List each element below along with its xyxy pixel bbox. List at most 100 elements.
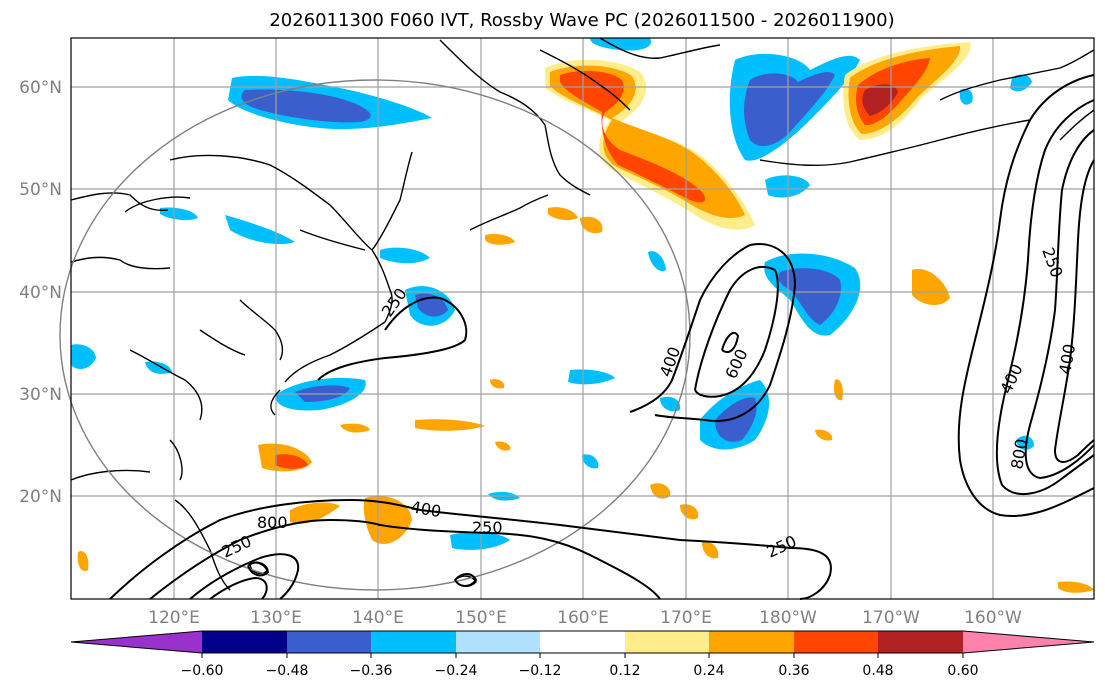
colorbar-label: 0.12 bbox=[609, 663, 640, 679]
contour-label: 250 bbox=[472, 518, 503, 537]
lat-label: 50°N bbox=[19, 180, 62, 200]
pos-blob-small-3 bbox=[485, 233, 515, 245]
contour-600-east bbox=[1024, 129, 1095, 480]
pos-blob-small-2 bbox=[580, 216, 603, 234]
coastline-kurils bbox=[469, 194, 549, 231]
pos-blob-small-5 bbox=[680, 504, 699, 520]
neg-blob-west-edge bbox=[71, 344, 96, 370]
contour-800-south bbox=[209, 576, 268, 600]
contour-250-hokkaido bbox=[317, 296, 468, 381]
neg-blob-east bbox=[1016, 435, 1034, 450]
lon-label: 130°E bbox=[250, 608, 302, 628]
pos-blob-small-10 bbox=[815, 429, 833, 441]
pos-blob-small-4 bbox=[650, 483, 671, 499]
pos-blob-small-9 bbox=[77, 550, 89, 572]
colorbar-segment bbox=[878, 631, 963, 653]
lon-label: 120°E bbox=[148, 608, 200, 628]
pos-blob-small-6 bbox=[702, 541, 719, 559]
contour-small-2 bbox=[247, 561, 270, 577]
contour-250-south bbox=[109, 498, 832, 600]
colorbar-segment bbox=[794, 631, 878, 653]
colorbar-segment bbox=[456, 631, 540, 653]
contour-label: 800 bbox=[257, 513, 288, 532]
colorbar-segment bbox=[287, 631, 371, 653]
pos-blob-taiwan-core bbox=[275, 454, 308, 469]
colorbar-label: 0.48 bbox=[862, 663, 893, 679]
colorbar-label: 0.60 bbox=[947, 663, 978, 679]
contour-600-south bbox=[189, 553, 300, 600]
pos-blob-small-12 bbox=[490, 379, 505, 389]
pos-blob-line bbox=[415, 419, 485, 431]
contour-400-east bbox=[995, 99, 1095, 496]
contour-400-south bbox=[149, 518, 661, 600]
pos-blob-small-11 bbox=[833, 379, 843, 401]
pos-blob-okhotsk-core bbox=[560, 70, 706, 203]
colorbar-ticks bbox=[201, 653, 964, 658]
contour-250-east bbox=[957, 74, 1095, 517]
reference-circle bbox=[59, 79, 691, 591]
colorbar-segment bbox=[709, 631, 794, 653]
pos-blob-small-7 bbox=[340, 423, 370, 433]
neg-blob-mongolia bbox=[160, 207, 198, 221]
pos-blob-small-1 bbox=[548, 207, 578, 221]
latitude-labels: 60°N 50°N 40°N 30°N 20°N bbox=[19, 78, 62, 507]
map-frame bbox=[70, 37, 1095, 600]
contour-800-east bbox=[1053, 159, 1095, 463]
neg-blob-china bbox=[145, 361, 172, 374]
coastline-aleutians bbox=[599, 37, 1031, 167]
neg-blob-sakhalin bbox=[380, 247, 430, 264]
colorbar-segment bbox=[202, 631, 287, 653]
map-area: 250 400 600 800 250 400 250 250 400 250 … bbox=[59, 37, 1095, 600]
neg-blob-small-3 bbox=[582, 454, 599, 469]
lon-label: 150°E bbox=[455, 608, 507, 628]
colorbar-extend-high bbox=[963, 631, 1094, 653]
colorbar-label: −0.60 bbox=[181, 663, 224, 679]
coastline-philippines bbox=[174, 499, 231, 591]
lon-label: 170°W bbox=[862, 608, 920, 628]
coastline-alaska bbox=[939, 49, 1095, 141]
colorbar-segment bbox=[625, 631, 709, 653]
longitude-labels: 120°E 130°E 140°E 150°E 160°E 170°E 180°… bbox=[148, 608, 1022, 628]
contour-250-dateline bbox=[629, 243, 797, 422]
colorbar-label: −0.48 bbox=[266, 663, 309, 679]
colorbar-label: 0.24 bbox=[693, 663, 724, 679]
colorbar-segment bbox=[371, 631, 456, 653]
coastline-korea bbox=[199, 299, 284, 361]
pos-blob-small-13 bbox=[495, 441, 511, 451]
neg-blob-manchuria bbox=[225, 215, 295, 245]
colorbar-label: −0.36 bbox=[350, 663, 393, 679]
colorbar-label: −0.24 bbox=[435, 663, 478, 679]
lon-label: 180°W bbox=[759, 608, 817, 628]
neg-blob-small-1 bbox=[648, 251, 666, 272]
lon-label: 140°E bbox=[352, 608, 404, 628]
colorbar-label: 0.36 bbox=[778, 663, 809, 679]
lat-label: 60°N bbox=[19, 78, 62, 98]
lat-label: 40°N bbox=[19, 283, 62, 303]
pos-blob-east-mid bbox=[912, 268, 950, 306]
contour-400-dateline bbox=[694, 265, 779, 398]
colorbar-segment bbox=[540, 631, 625, 653]
map-title: 2026011300 F060 IVT, Rossby Wave PC (202… bbox=[269, 10, 894, 31]
lat-label: 30°N bbox=[19, 385, 62, 405]
coastline-china-south bbox=[70, 349, 203, 481]
lon-label: 160°W bbox=[964, 608, 1022, 628]
contour-inner-dateline bbox=[721, 331, 740, 354]
pos-blob-small-8 bbox=[1058, 581, 1094, 593]
pos-blob-bering-max bbox=[862, 84, 898, 116]
coastline-okhotsk-east bbox=[439, 39, 591, 196]
pos-blob-luzon bbox=[290, 502, 340, 524]
neg-blob-kamchatka-west-core bbox=[241, 89, 371, 123]
positive-shading bbox=[77, 42, 1094, 593]
lon-label: 170°E bbox=[660, 608, 712, 628]
contour-small-1 bbox=[454, 573, 478, 587]
coastline-kamchatka bbox=[539, 49, 631, 111]
ivt-contours bbox=[109, 74, 1095, 600]
coastline-sakhalin bbox=[371, 151, 413, 323]
coastline-mongolia-china bbox=[70, 192, 191, 270]
neg-blob-bering-core bbox=[744, 72, 835, 147]
lat-label: 20°N bbox=[19, 487, 62, 507]
neg-blob-alaska-2 bbox=[959, 88, 973, 105]
neg-blob-south bbox=[450, 532, 510, 550]
colorbar-extend-low bbox=[71, 631, 202, 653]
